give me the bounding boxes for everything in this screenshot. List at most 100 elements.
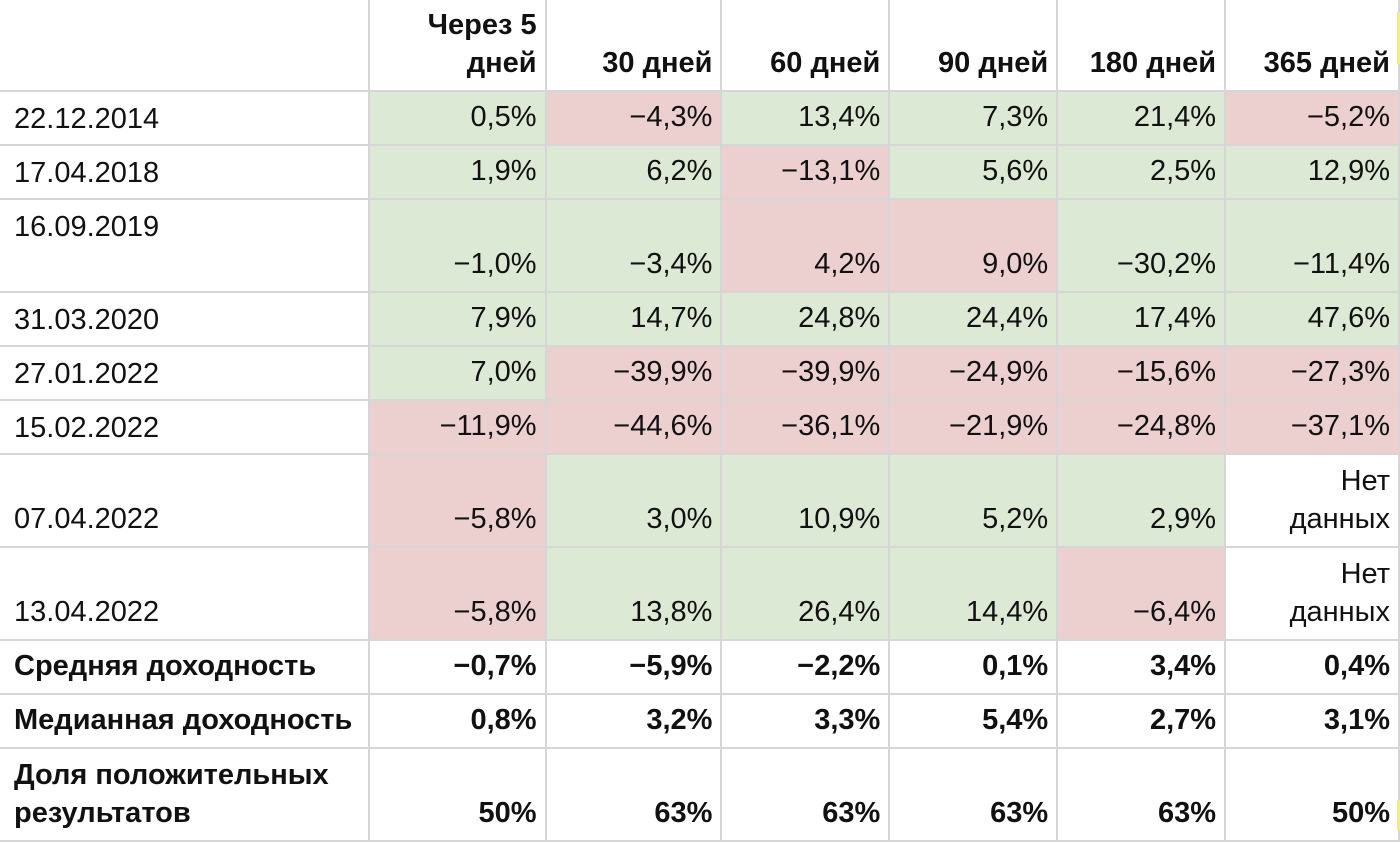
return-cell: −24,8% bbox=[1056, 399, 1227, 455]
return-cell: 13,8% bbox=[544, 546, 723, 641]
table-row: 13.04.2022 −5,8% 13,8% 26,4% 14,4% −6,4% Нет д… bbox=[0, 546, 1400, 641]
return-cell: 7,0% bbox=[367, 345, 547, 401]
return-cell: 17,4% bbox=[1056, 291, 1227, 347]
table-row: 15.02.2022 −11,9% −44,6% −36,1% −21,9% −24,8%… bbox=[0, 399, 1400, 455]
table-row: 07.04.2022 −5,8% 3,0% 10,9% 5,2% 2,9% Нет данн… bbox=[0, 453, 1400, 548]
return-cell: 2,5% bbox=[1056, 144, 1227, 200]
header-col-365d: 365 дней bbox=[1224, 0, 1400, 92]
return-cell: −5,8% bbox=[367, 453, 547, 548]
summary-value: 63% bbox=[888, 747, 1059, 842]
return-cell: 1,9% bbox=[367, 144, 547, 200]
return-cell: −21,9% bbox=[888, 399, 1059, 455]
summary-value: 0,8% bbox=[367, 693, 547, 749]
summary-value: 2,7% bbox=[1056, 693, 1227, 749]
header-col-5d: Через 5 дней bbox=[367, 0, 547, 92]
table-body: 22.12.2014 0,5% −4,3% 13,4% 7,3% 21,4% −5,2% 17… bbox=[0, 90, 1400, 842]
summary-value: −0,7% bbox=[367, 639, 547, 695]
return-cell: −44,6% bbox=[544, 399, 723, 455]
return-cell: Нет данных bbox=[1224, 453, 1400, 548]
return-cell: −11,9% bbox=[367, 399, 547, 455]
return-cell: −27,3% bbox=[1224, 345, 1400, 401]
return-cell: 5,2% bbox=[888, 453, 1059, 548]
return-cell: 7,9% bbox=[367, 291, 547, 347]
return-cell: −37,1% bbox=[1224, 399, 1400, 455]
return-cell: 9,0% bbox=[888, 198, 1059, 293]
return-cell: −39,9% bbox=[720, 345, 891, 401]
return-cell: −36,1% bbox=[720, 399, 891, 455]
return-cell: 7,3% bbox=[888, 90, 1059, 146]
header-col-60d: 60 дней bbox=[720, 0, 891, 92]
summary-value: 3,2% bbox=[544, 693, 723, 749]
return-cell: −15,6% bbox=[1056, 345, 1227, 401]
return-cell: 6,2% bbox=[544, 144, 723, 200]
summary-label: Средняя доходность bbox=[0, 639, 370, 695]
table-row: 17.04.2018 1,9% 6,2% −13,1% 5,6% 2,5% 12,9% bbox=[0, 144, 1400, 200]
return-cell: −11,4% bbox=[1224, 198, 1400, 293]
summary-value: 3,4% bbox=[1056, 639, 1227, 695]
return-cell: 5,6% bbox=[888, 144, 1059, 200]
edge-highlight-bottom bbox=[1397, 800, 1400, 830]
row-date: 15.02.2022 bbox=[0, 399, 370, 455]
return-cell: 2,9% bbox=[1056, 453, 1227, 548]
return-cell: 12,9% bbox=[1224, 144, 1400, 200]
summary-row-median: Медианная доходность 0,8% 3,2% 3,3% 5,4% 2,7%… bbox=[0, 693, 1400, 749]
return-cell: 21,4% bbox=[1056, 90, 1227, 146]
summary-value: 50% bbox=[1224, 747, 1400, 842]
summary-value: 3,3% bbox=[720, 693, 891, 749]
return-cell: 47,6% bbox=[1224, 291, 1400, 347]
return-cell: 24,8% bbox=[720, 291, 891, 347]
return-cell: −30,2% bbox=[1056, 198, 1227, 293]
return-cell: 14,4% bbox=[888, 546, 1059, 641]
return-cell: −5,8% bbox=[367, 546, 547, 641]
return-cell: −3,4% bbox=[544, 198, 723, 293]
table-row: 16.09.2019 −1,0% −3,4% 4,2% 9,0% −30,2% −11,4% bbox=[0, 198, 1400, 293]
return-cell: Нет данных bbox=[1224, 546, 1400, 641]
table-row: 27.01.2022 7,0% −39,9% −39,9% −24,9% −15,6% −2… bbox=[0, 345, 1400, 401]
return-cell: 0,5% bbox=[367, 90, 547, 146]
row-date: 07.04.2022 bbox=[0, 453, 370, 548]
table-row: 31.03.2020 7,9% 14,7% 24,8% 24,4% 17,4% 47,6% bbox=[0, 291, 1400, 347]
return-cell: −6,4% bbox=[1056, 546, 1227, 641]
row-date: 17.04.2018 bbox=[0, 144, 370, 200]
summary-value: 0,4% bbox=[1224, 639, 1400, 695]
row-date: 27.01.2022 bbox=[0, 345, 370, 401]
summary-value: 63% bbox=[544, 747, 723, 842]
edge-highlight-top bbox=[1397, 12, 1400, 64]
return-cell: −24,9% bbox=[888, 345, 1059, 401]
summary-value: 0,1% bbox=[888, 639, 1059, 695]
return-cell: 24,4% bbox=[888, 291, 1059, 347]
summary-value: 5,4% bbox=[888, 693, 1059, 749]
header-row: Через 5 дней 30 дней 60 дней 90 дней 180… bbox=[0, 0, 1400, 92]
return-cell: −5,2% bbox=[1224, 90, 1400, 146]
return-cell: 14,7% bbox=[544, 291, 723, 347]
return-cell: −13,1% bbox=[720, 144, 891, 200]
row-date: 22.12.2014 bbox=[0, 90, 370, 146]
summary-value: 50% bbox=[367, 747, 547, 842]
return-cell: −39,9% bbox=[544, 345, 723, 401]
row-date: 31.03.2020 bbox=[0, 291, 370, 347]
summary-row-mean: Средняя доходность −0,7% −5,9% −2,2% 0,1% 3,4… bbox=[0, 639, 1400, 695]
return-cell: −4,3% bbox=[544, 90, 723, 146]
return-cell: 13,4% bbox=[720, 90, 891, 146]
summary-value: −2,2% bbox=[720, 639, 891, 695]
table-row: 22.12.2014 0,5% −4,3% 13,4% 7,3% 21,4% −5,2% bbox=[0, 90, 1400, 146]
summary-label: Медианная доходность bbox=[0, 693, 370, 749]
summary-value: 63% bbox=[1056, 747, 1227, 842]
summary-row-positive-share: Доля положительных результатов 50% 63% 63% 6… bbox=[0, 747, 1400, 842]
summary-value: −5,9% bbox=[544, 639, 723, 695]
return-cell: −1,0% bbox=[367, 198, 547, 293]
return-cell: 4,2% bbox=[720, 198, 891, 293]
summary-value: 3,1% bbox=[1224, 693, 1400, 749]
header-corner bbox=[0, 0, 370, 92]
summary-label: Доля положительных результатов bbox=[0, 747, 370, 842]
return-cell: 26,4% bbox=[720, 546, 891, 641]
row-date: 16.09.2019 bbox=[0, 198, 370, 293]
summary-value: 63% bbox=[720, 747, 891, 842]
header-col-30d: 30 дней bbox=[544, 0, 723, 92]
row-date: 13.04.2022 bbox=[0, 546, 370, 641]
return-cell: 3,0% bbox=[544, 453, 723, 548]
return-cell: 10,9% bbox=[720, 453, 891, 548]
header-col-180d: 180 дней bbox=[1056, 0, 1227, 92]
header-col-90d: 90 дней bbox=[888, 0, 1059, 92]
